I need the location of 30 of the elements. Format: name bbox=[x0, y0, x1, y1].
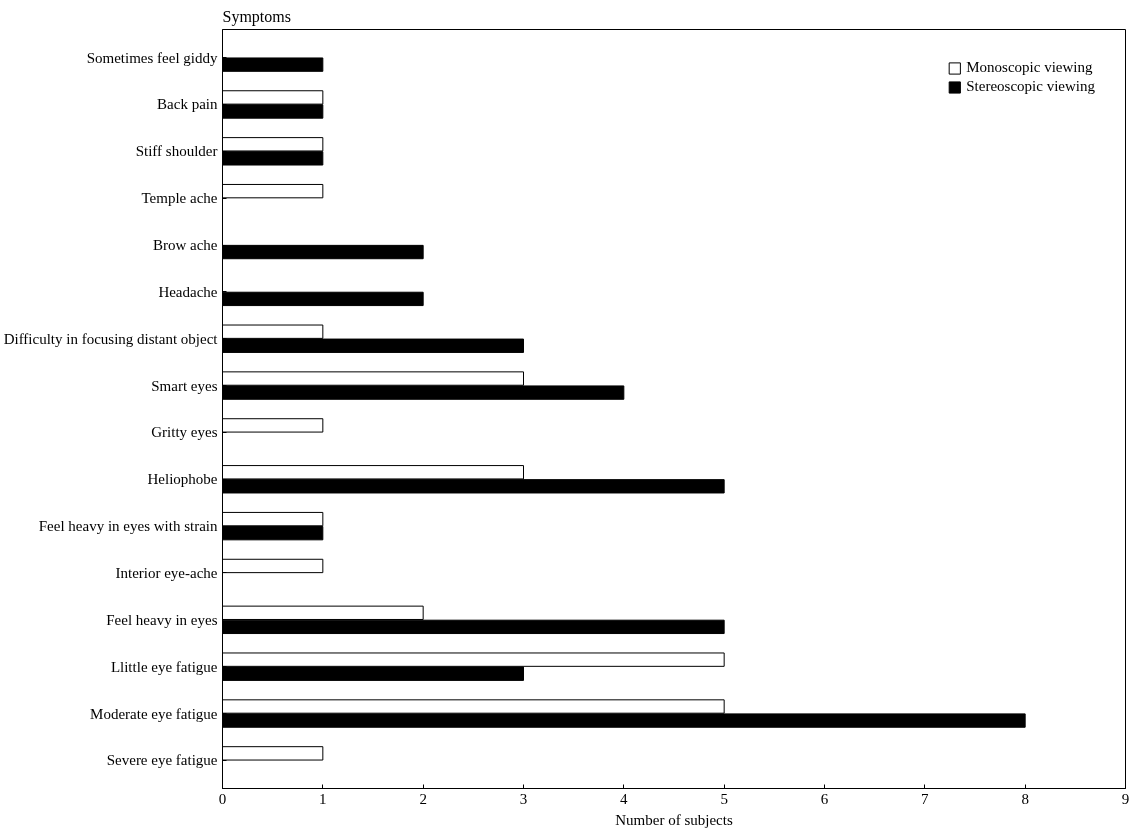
x-tick-label: 3 bbox=[519, 790, 528, 807]
y-tick-label: Sometimes feel giddy bbox=[86, 49, 218, 66]
x-tick-label: 8 bbox=[1021, 790, 1029, 807]
y-tick-label: Heliophobe bbox=[147, 471, 218, 488]
y-axis-title: Symptoms bbox=[222, 7, 291, 26]
x-axis-title: Number of subjects bbox=[615, 811, 733, 828]
y-tick-label: Feel heavy in eyes with strain bbox=[38, 518, 218, 535]
y-tick-label: Llittle eye fatigue bbox=[110, 658, 218, 675]
y-tick-label: Interior eye-ache bbox=[115, 564, 218, 581]
y-tick-label: Smart eyes bbox=[151, 377, 218, 394]
x-tick-label: 9 bbox=[1121, 790, 1130, 807]
x-tick-label: 4 bbox=[620, 790, 629, 807]
x-tick-label: 6 bbox=[820, 790, 829, 807]
x-tick-label: 5 bbox=[720, 790, 728, 807]
y-tick-label: Back pain bbox=[157, 96, 218, 113]
y-tick-label: Moderate eye fatigue bbox=[90, 705, 218, 722]
y-tick-label: Headache bbox=[158, 283, 218, 300]
y-tick-label: Brow ache bbox=[152, 237, 218, 254]
y-tick-label: Severe eye fatigue bbox=[106, 752, 218, 769]
x-tick-label: 2 bbox=[419, 790, 427, 807]
y-tick-label: Stiff shoulder bbox=[135, 143, 218, 160]
x-tick-label: 1 bbox=[319, 790, 327, 807]
y-tick-label: Difficulty in focusing distant object bbox=[3, 330, 219, 347]
legend-label: Monoscopic viewing bbox=[966, 59, 1093, 76]
y-tick-label: Temple ache bbox=[141, 190, 218, 207]
legend-label: Stereoscopic viewing bbox=[966, 78, 1095, 95]
x-tick-label: 7 bbox=[921, 790, 930, 807]
x-tick-label: 0 bbox=[218, 790, 227, 807]
y-tick-label: Feel heavy in eyes bbox=[106, 611, 218, 628]
y-tick-label: Gritty eyes bbox=[151, 424, 218, 441]
